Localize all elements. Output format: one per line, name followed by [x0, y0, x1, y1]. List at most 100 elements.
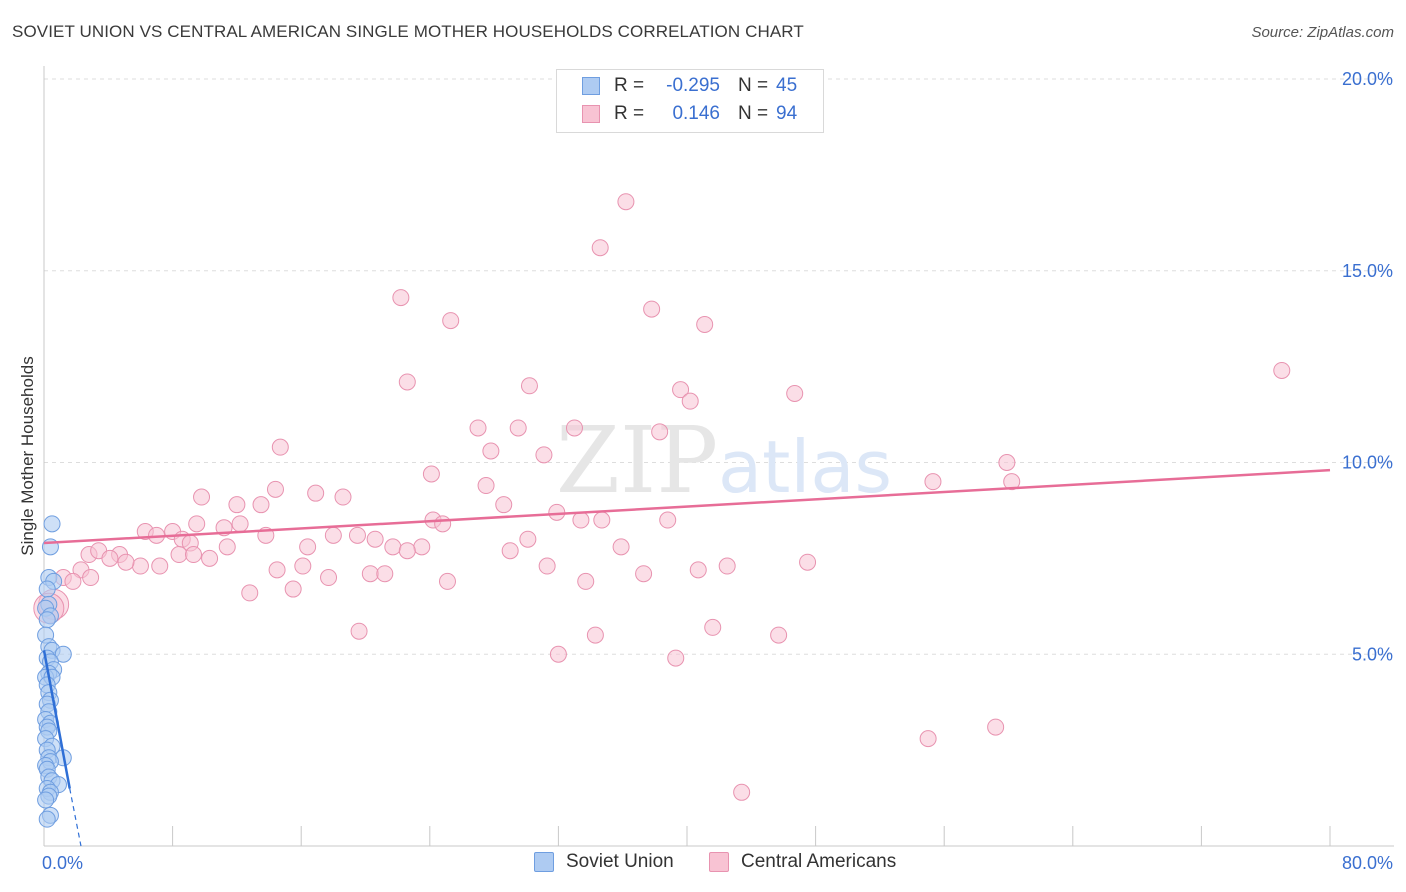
data-point-central-americans	[659, 511, 677, 529]
data-point-central-americans	[299, 538, 317, 556]
data-point-central-americans	[520, 377, 538, 395]
trend-line-soviet-union	[42, 650, 71, 789]
watermark-atlas: atlas	[718, 425, 892, 509]
source-credit: Source: ZipAtlas.com	[1251, 24, 1394, 41]
legend-r-label: R =	[614, 75, 645, 96]
data-point-central-americans	[384, 538, 402, 556]
legend-item-central-americans: Central Americans	[709, 851, 896, 873]
y-tick-label: 10.0%	[1342, 453, 1393, 473]
data-point-central-americans	[786, 384, 804, 402]
data-point-central-americans	[82, 569, 100, 587]
data-point-soviet-union	[38, 810, 56, 828]
legend-r-value: -0.295	[666, 75, 720, 96]
data-point-central-americans	[617, 193, 635, 211]
data-point-central-americans	[799, 553, 817, 571]
data-point-central-americans	[422, 465, 440, 483]
y-tick-label: 15.0%	[1342, 261, 1393, 281]
data-point-central-americans	[635, 565, 653, 583]
tick-labels: 5.0% 10.0% 15.0% 20.0% 0.0% 80.0%	[42, 69, 1393, 873]
legend-row-central-americans: R = 0.146 N = 94	[582, 102, 797, 126]
y-tick-label: 5.0%	[1352, 644, 1393, 664]
correlation-legend: R = -0.295 N = 45 R = 0.146 N = 94	[556, 69, 824, 133]
data-point-central-americans	[271, 438, 289, 456]
data-point-central-americans	[438, 572, 456, 590]
data-point-central-americans	[681, 392, 699, 410]
data-point-central-americans	[193, 488, 211, 506]
data-point-central-americans	[704, 618, 722, 636]
series-legend: Soviet Union Central Americans	[0, 851, 1406, 877]
data-point-central-americans	[392, 289, 410, 307]
data-point-central-americans	[696, 315, 714, 333]
data-point-central-americans	[201, 549, 219, 567]
data-point-central-americans	[612, 538, 630, 556]
data-point-central-americans	[170, 546, 188, 564]
data-point-central-americans	[643, 300, 661, 318]
x-tick-label: 0.0%	[42, 853, 83, 873]
legend-swatch-central-americans	[709, 852, 729, 872]
data-point-central-americans	[188, 515, 206, 533]
data-point-central-americans	[924, 473, 942, 491]
data-point-central-americans	[577, 572, 595, 590]
data-point-central-americans	[361, 565, 379, 583]
data-point-central-americans	[266, 480, 284, 498]
data-point-central-americans	[535, 446, 553, 464]
trend-line-central-americans	[43, 468, 1331, 545]
data-point-central-americans	[101, 549, 119, 567]
data-point-central-americans	[672, 381, 690, 399]
data-point-central-americans	[413, 538, 431, 556]
legend-n-value: 94	[776, 103, 798, 124]
data-point-central-americans	[434, 515, 452, 533]
data-point-central-americans	[151, 557, 169, 575]
data-point-central-americans	[998, 454, 1016, 471]
data-point-central-americans	[398, 542, 416, 560]
legend-n-label: N =	[738, 75, 769, 96]
data-point-central-americans	[770, 626, 788, 644]
legend-r-label: R =	[614, 103, 645, 124]
legend-n-label: N =	[738, 103, 769, 124]
data-point-central-americans	[572, 511, 590, 529]
y-tick-label: 20.0%	[1342, 69, 1393, 89]
data-point-central-americans	[307, 484, 325, 502]
data-point-central-americans	[519, 530, 537, 548]
axes	[43, 66, 1394, 847]
data-point-soviet-union	[37, 791, 55, 809]
legend-n-value: 45	[776, 75, 798, 96]
data-point-central-americans	[348, 526, 366, 544]
data-point-central-americans	[241, 584, 259, 602]
legend-item-soviet-union: Soviet Union	[534, 851, 674, 873]
data-point-central-americans	[324, 526, 342, 544]
watermark-zip: ZIP	[556, 407, 718, 514]
data-point-central-americans	[565, 419, 583, 437]
legend-label-soviet-union: Soviet Union	[566, 851, 674, 872]
legend-swatch-soviet-union	[582, 77, 600, 95]
data-point-central-americans	[398, 373, 416, 391]
data-point-central-americans	[350, 622, 368, 640]
data-point-central-americans	[376, 565, 394, 583]
data-point-central-americans	[334, 488, 352, 506]
data-point-central-americans	[987, 718, 1005, 736]
x-tick-label: 80.0%	[1342, 853, 1393, 873]
data-point-central-americans	[733, 783, 751, 801]
chart-title: SOVIET UNION VS CENTRAL AMERICAN SINGLE …	[12, 22, 804, 41]
data-point-central-americans	[320, 569, 338, 587]
data-point-central-americans	[548, 503, 566, 521]
data-point-central-americans	[689, 561, 707, 579]
data-point-central-americans	[64, 572, 82, 590]
data-point-central-americans	[482, 442, 500, 460]
legend-label-central-americans: Central Americans	[741, 851, 897, 872]
legend-swatch-soviet-union	[534, 852, 554, 872]
data-point-central-americans	[477, 477, 495, 495]
data-point-soviet-union	[38, 611, 56, 629]
data-point-central-americans	[294, 557, 312, 575]
data-point-central-americans	[495, 496, 513, 514]
y-axis-label: Single Mother Households	[18, 356, 37, 556]
data-point-central-americans	[593, 511, 611, 529]
legend-row-soviet-union: R = -0.295 N = 45	[582, 74, 797, 98]
data-point-soviet-union	[43, 515, 61, 533]
data-point-central-americans	[718, 557, 736, 575]
data-point-central-americans	[252, 496, 270, 514]
data-point-central-americans	[586, 626, 604, 644]
data-point-central-americans	[1003, 473, 1021, 491]
data-point-central-americans	[231, 515, 249, 533]
